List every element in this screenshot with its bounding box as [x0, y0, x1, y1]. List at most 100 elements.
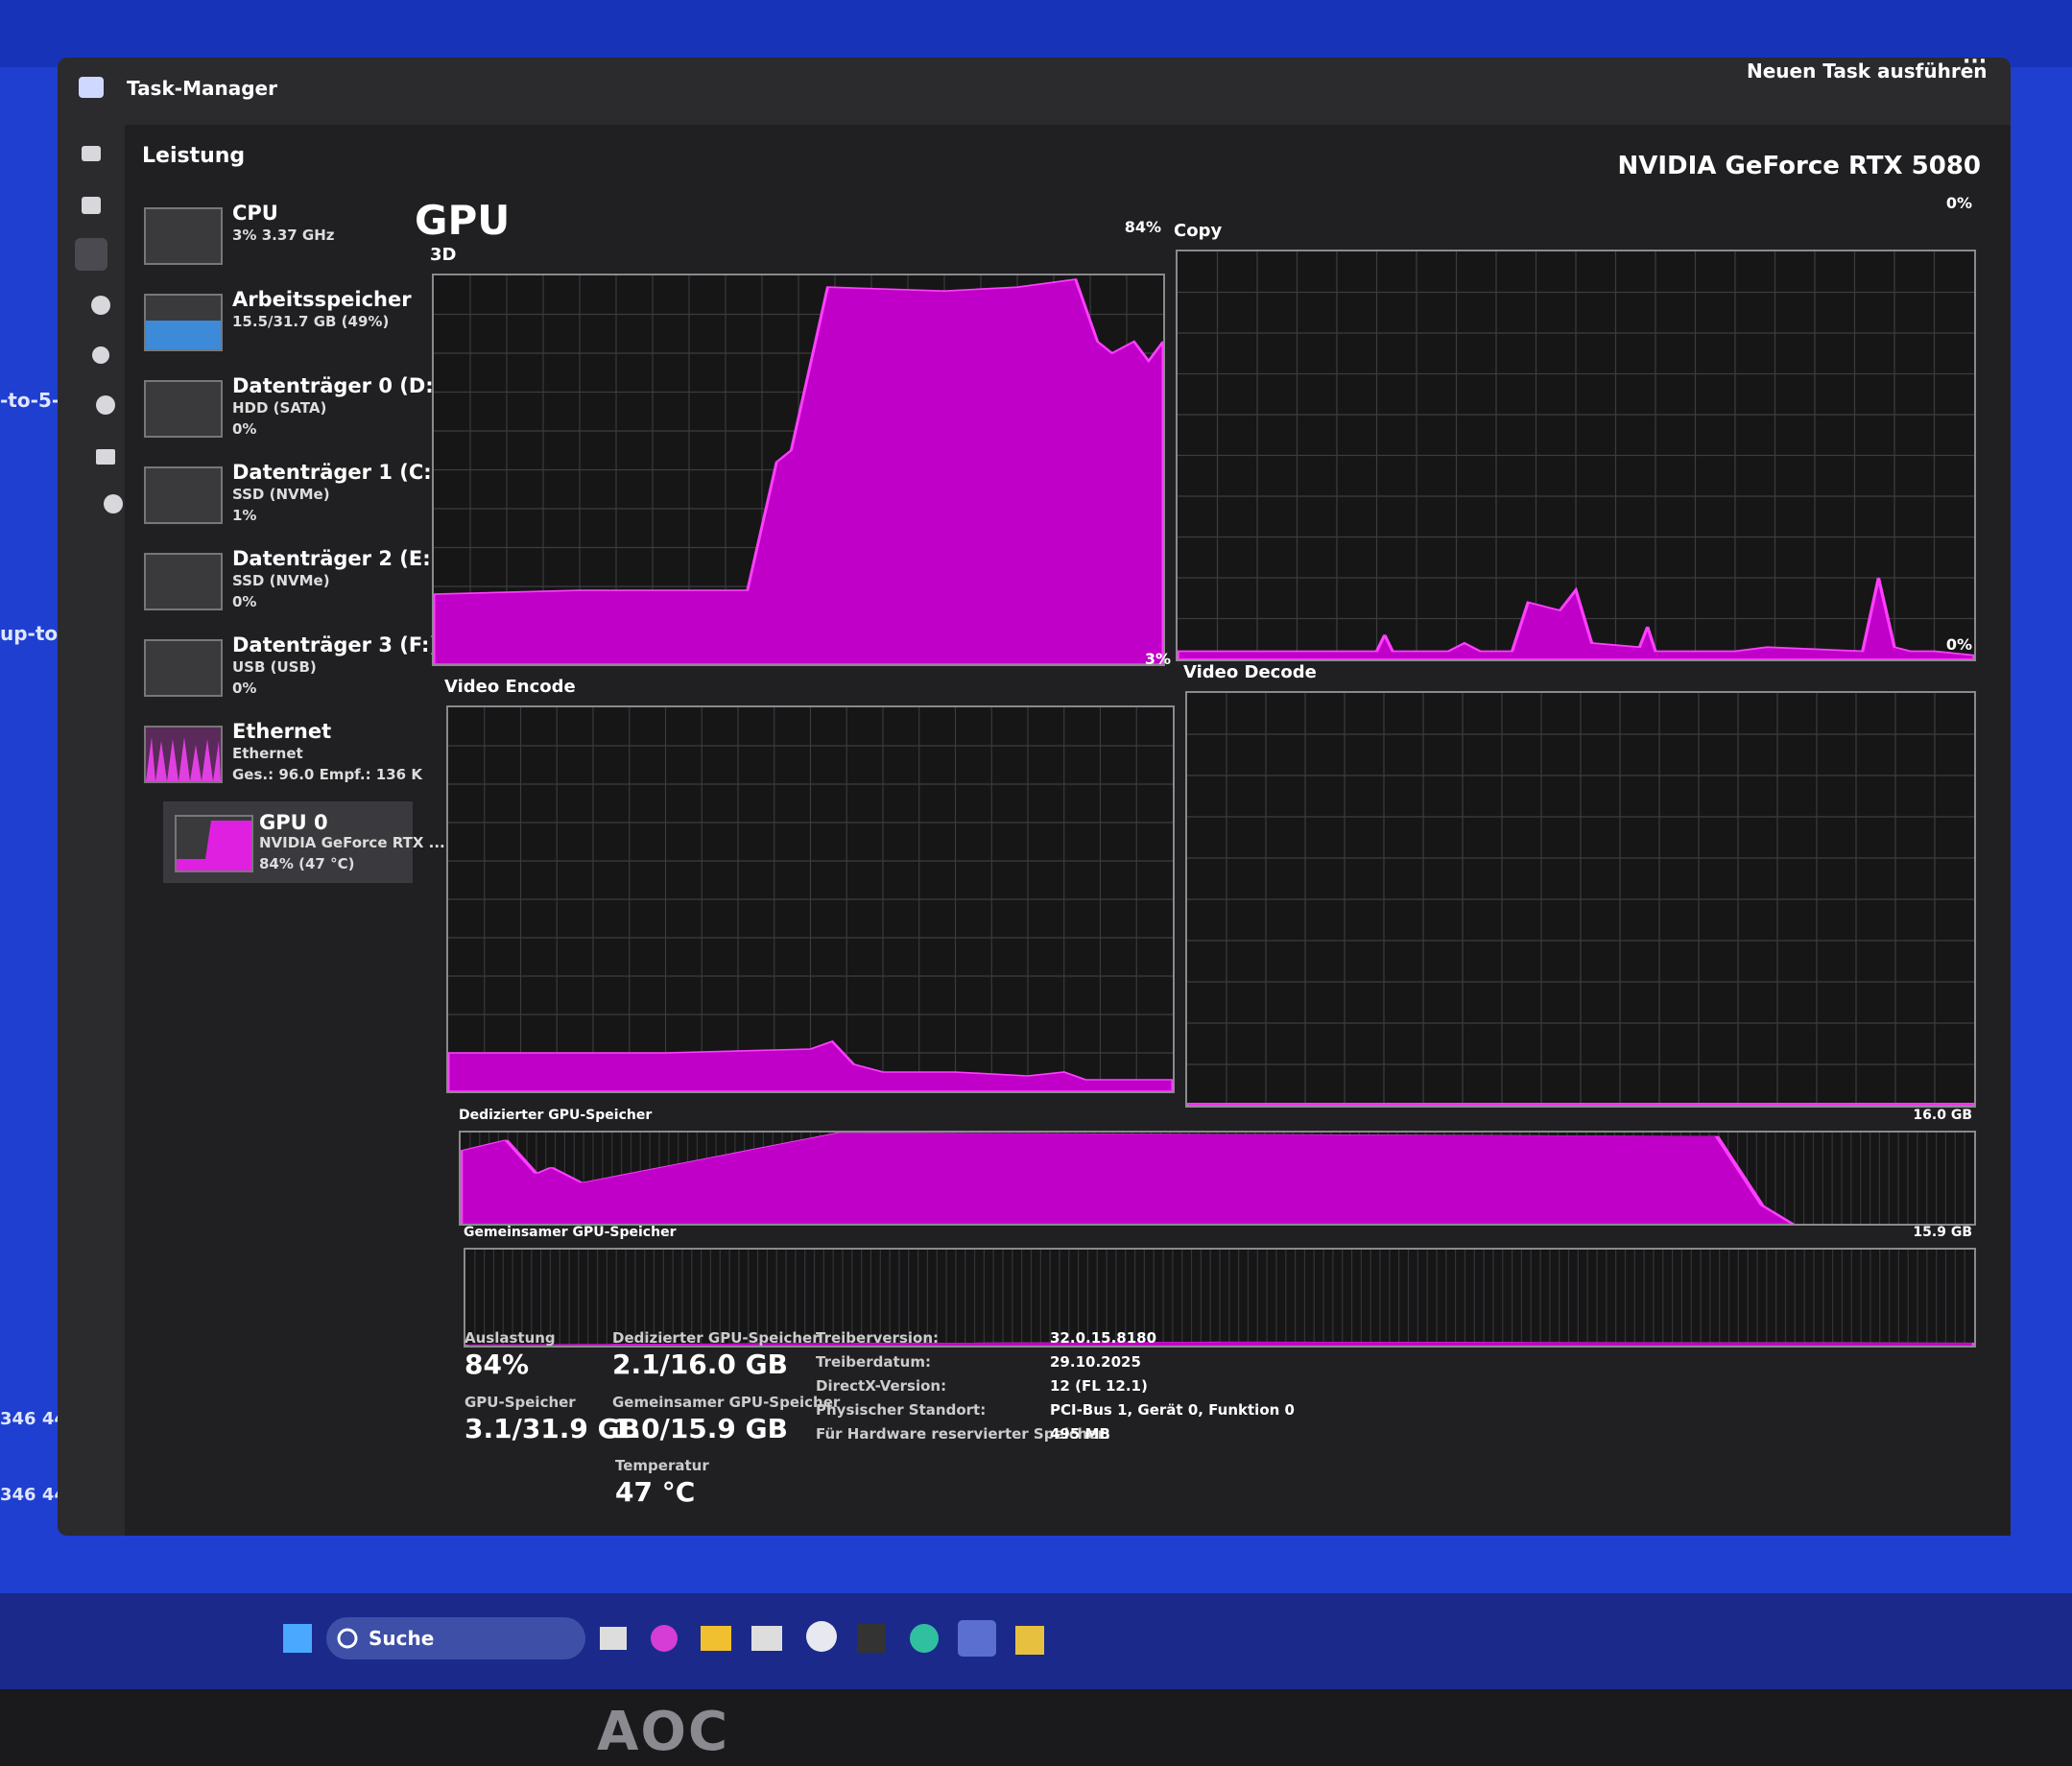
memory-max: 15.9 GB	[1913, 1225, 1972, 1240]
thumbnail-graph	[146, 468, 221, 522]
sidebar-item-detail: 0%	[232, 680, 257, 697]
detail-label: DirectX-Version:	[816, 1377, 947, 1395]
more-button[interactable]: ···	[1963, 50, 1988, 74]
memory-label: Dedizierter GPU-Speicher	[459, 1108, 653, 1123]
stat-value: 47 °C	[615, 1476, 696, 1508]
sidebar-item-detail: 0%	[232, 420, 257, 438]
graph-label: 3D	[430, 245, 457, 265]
detail-value: 29.10.2025	[1050, 1353, 1141, 1371]
sidebar-item-detail: 84% (47 °C)	[259, 855, 355, 872]
graph-area	[432, 274, 1165, 666]
sidebar-item-name: Ethernet	[232, 720, 332, 743]
sidebar-item-name: GPU 0	[259, 811, 328, 834]
sidebar-item[interactable]: Datenträger 3 (F:) USB (USB) 0%	[144, 633, 439, 710]
gpu-heading: GPU	[415, 197, 511, 244]
thumbnail-graph	[146, 382, 221, 436]
graph-svg	[446, 707, 1175, 1092]
usage-area	[1185, 1102, 1976, 1107]
sidebar-item-detail: Ges.: 96.0 Empf.: 136 K	[232, 766, 422, 783]
sidebar-item[interactable]: Datenträger 0 (D:) HDD (SATA) 0%	[144, 374, 442, 451]
monitor-bezel	[0, 1689, 2072, 1766]
thumbnail	[144, 207, 223, 265]
sidebar-item-detail: 1%	[232, 507, 257, 524]
memory-max: 16.0 GB	[1913, 1108, 1972, 1123]
detail-label: Treiberversion:	[816, 1329, 940, 1347]
graph-label: Video Encode	[444, 677, 576, 697]
stat-label: Auslastung	[464, 1329, 556, 1347]
device-name: NVIDIA GeForce RTX 5080	[1617, 152, 1982, 180]
detail-label: Physischer Standort:	[816, 1401, 987, 1419]
graph-svg	[1176, 251, 1976, 660]
detail-value: 32.0.15.8180	[1050, 1329, 1157, 1347]
thumb-fill	[177, 821, 251, 871]
sidebar-item-detail: HDD (SATA)	[232, 399, 327, 417]
graph-label: Copy	[1174, 221, 1223, 241]
graph-svg	[1185, 693, 1976, 1107]
sidebar-item-detail: Ethernet	[232, 745, 303, 762]
run-task-button[interactable]: Neuen Task ausführen	[1747, 60, 1988, 83]
memory-label: Gemeinsamer GPU-Speicher	[464, 1225, 677, 1240]
thumbnail	[175, 815, 253, 872]
nav-rail	[75, 77, 123, 513]
thumbnail-graph	[146, 737, 221, 781]
graph-area	[1176, 250, 1976, 661]
sidebar-item-name: Datenträger 3 (F:)	[232, 633, 440, 656]
sidebar-item[interactable]: Datenträger 1 (C:) SSD (NVMe) 1%	[144, 461, 441, 537]
detail-value: PCI-Bus 1, Gerät 0, Funktion 0	[1050, 1401, 1295, 1419]
graph-value: 3%	[1144, 650, 1171, 668]
thumbnail	[144, 466, 223, 524]
detail-value: 495 MB	[1050, 1425, 1110, 1443]
graph-area	[1185, 691, 1976, 1108]
sidebar-item-detail: SSD (NVMe)	[232, 572, 330, 589]
thumbnail-graph	[146, 555, 221, 609]
sidebar-item[interactable]: CPU 3% 3.37 GHz	[144, 202, 413, 278]
sidebar-item-detail: 0%	[232, 593, 257, 610]
thumb-fill	[146, 737, 221, 781]
taskbar-icons	[283, 1617, 1044, 1659]
thumbnail-graph	[177, 821, 251, 871]
sidebar-item-name: Datenträger 1 (C:)	[232, 461, 441, 484]
thumbnail-graph	[146, 321, 221, 349]
stat-label: GPU-Speicher	[464, 1394, 576, 1411]
memory-graph	[463, 1248, 1977, 1348]
sidebar-item[interactable]: Arbeitsspeicher 15.5/31.7 GB (49%)	[144, 288, 413, 365]
thumbnail-graph	[146, 209, 221, 263]
section-title: Leistung	[142, 144, 246, 168]
graph-area	[446, 705, 1175, 1093]
sidebar-item-detail: NVIDIA GeForce RTX ...	[259, 834, 445, 851]
memory-graph	[458, 1131, 1976, 1226]
thumbnail	[144, 639, 223, 697]
thumbnail	[144, 380, 223, 438]
sidebar-item-name: Datenträger 2 (E:)	[232, 547, 441, 570]
thumbnail	[144, 553, 223, 610]
sidebar-item[interactable]: Ethernet Ethernet Ges.: 96.0 Empf.: 136 K	[144, 720, 422, 797]
search-box[interactable]: Suche	[369, 1627, 435, 1650]
usage-area	[432, 278, 1165, 665]
monitor-brand: AOC	[597, 1701, 730, 1763]
thumb-fill	[146, 321, 221, 349]
stat-value: 2.1/16.0 GB	[612, 1348, 788, 1380]
graph-value: 0%	[1945, 194, 1972, 212]
stat-label: Gemeinsamer GPU-Speicher	[612, 1394, 841, 1411]
graph-value: 84%	[1124, 218, 1161, 236]
stat-value: 84%	[464, 1348, 530, 1380]
stat-label: Temperatur	[615, 1457, 709, 1474]
sidebar-item[interactable]: GPU 0 NVIDIA GeForce RTX ... 84% (47 °C)	[163, 801, 445, 883]
thumbnail	[144, 294, 223, 351]
stat-value: 1.0/15.9 GB	[612, 1413, 788, 1444]
sidebar-item-detail: 3% 3.37 GHz	[232, 227, 335, 244]
sidebar-item-detail: USB (USB)	[232, 658, 317, 676]
usage-area	[446, 1039, 1175, 1092]
usage-area	[1176, 577, 1976, 660]
graph-value: 0%	[1945, 635, 1972, 654]
memory-area	[458, 1132, 1796, 1225]
thumbnail-graph	[146, 641, 221, 695]
sidebar-item-detail: 15.5/31.7 GB (49%)	[232, 313, 390, 330]
detail-value: 12 (FL 12.1)	[1050, 1377, 1148, 1395]
sidebar-item[interactable]: Datenträger 2 (E:) SSD (NVMe) 0%	[144, 547, 440, 624]
graph-label: Video Decode	[1183, 662, 1317, 682]
detail-label: Treiberdatum:	[816, 1353, 931, 1371]
thumbnail	[144, 726, 223, 783]
